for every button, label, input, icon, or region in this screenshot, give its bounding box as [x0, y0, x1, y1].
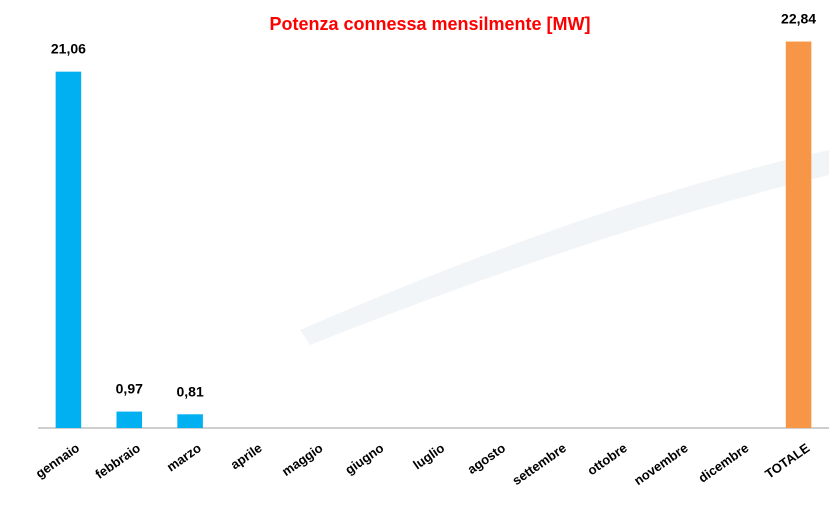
- bar: [177, 414, 203, 428]
- bar: [55, 71, 82, 429]
- data-label: 22,84: [781, 11, 816, 27]
- x-tick-label: ottobre: [584, 440, 629, 478]
- x-tick-label: gennaio: [33, 440, 82, 481]
- data-label: 0,81: [176, 383, 203, 399]
- bar: [785, 41, 812, 428]
- x-tick-label: giugno: [342, 440, 386, 477]
- x-tick-label: aprile: [228, 440, 265, 472]
- data-label: 0,97: [116, 381, 143, 397]
- x-tick-label: novembre: [631, 440, 691, 488]
- x-tick-label: agosto: [465, 440, 509, 477]
- x-tick-label: dicembre: [695, 440, 751, 485]
- x-tick-label: TOTALE: [762, 440, 812, 482]
- x-tick-label: luglio: [410, 440, 447, 472]
- chart-title: Potenza connessa mensilmente [MW]: [269, 14, 590, 34]
- x-tick-label: maggio: [279, 440, 326, 479]
- data-label: 21,06: [51, 41, 86, 57]
- x-tick-label: febbraio: [92, 440, 143, 482]
- x-tick-label: marzo: [164, 440, 204, 474]
- x-tick-label: settembre: [509, 440, 569, 488]
- bar: [116, 411, 143, 428]
- watermark: [300, 150, 829, 345]
